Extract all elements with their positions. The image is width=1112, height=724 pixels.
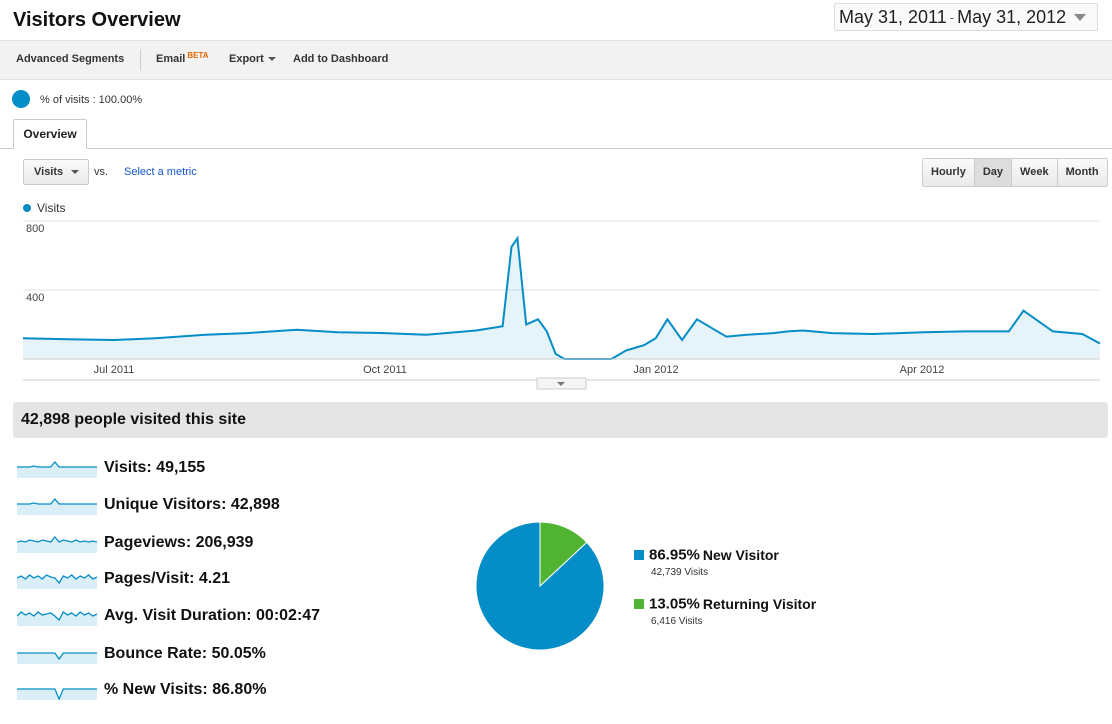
advanced-segments-button[interactable]: Advanced Segments [16, 53, 125, 65]
series-dot-icon [23, 204, 31, 212]
chart-legend: Visits [23, 201, 65, 215]
summary-bar: 42,898 people visited this site [13, 402, 1108, 438]
sparkline-icon [17, 611, 97, 626]
select-metric-link[interactable]: Select a metric [124, 166, 197, 178]
page-title: Visitors Overview [13, 9, 181, 31]
metric-label: Visits: 49,155 [104, 459, 206, 476]
sparkline-icon [17, 460, 97, 478]
metric-label: Bounce Rate: 50.05% [104, 645, 266, 662]
chevron-down-icon [557, 382, 565, 386]
sparkline-icon [17, 535, 97, 553]
y-tick-label: 400 [26, 292, 44, 304]
returning-visitor-pct: 13.05% [649, 595, 700, 613]
day-button[interactable]: Day [974, 159, 1013, 186]
vs-label: vs. [94, 166, 109, 178]
pie-legend-returning-visitor: 13.05% Returning Visitor 6,416 Visits [634, 595, 816, 627]
metric-label: Unique Visitors: 42,898 [104, 496, 280, 513]
sparkline-icon [17, 574, 97, 589]
toolbar-divider [140, 49, 141, 71]
metric-row[interactable]: Unique Visitors: 42,898 [17, 493, 280, 517]
returning-visitor-label: Returning Visitor [702, 595, 817, 612]
new-visitor-visits: 42,739 Visits [651, 567, 709, 578]
hourly-button[interactable]: Hourly [923, 159, 975, 186]
summary-title: 42,898 people visited this site [21, 411, 246, 428]
y-tick-label: 800 [26, 223, 44, 235]
export-label: Export [229, 53, 264, 65]
metric-row[interactable]: Bounce Rate: 50.05% [17, 642, 266, 666]
metric-row[interactable]: % New Visits: 86.80% [17, 678, 266, 702]
x-tick-label: Jan 2012 [633, 364, 678, 376]
x-tick-label: Apr 2012 [900, 364, 945, 376]
chevron-down-icon [267, 57, 276, 62]
segment-pie-icon [12, 90, 30, 108]
metric-label: % New Visits: 86.80% [104, 681, 267, 698]
visits-chart: 800 400 Jul 2011 Oct 2011 Jan 2012 Apr 2… [22, 220, 1101, 390]
returning-visitor-visits: 6,416 Visits [651, 616, 703, 627]
week-button[interactable]: Week [1012, 159, 1058, 186]
date-separator: - [949, 9, 955, 25]
legend-label: Visits [37, 201, 66, 215]
metric-dropdown[interactable]: Visits [23, 159, 89, 185]
metric-dropdown-value: Visits [34, 166, 64, 178]
beta-badge: BETA [187, 51, 209, 60]
date-range-picker[interactable]: May 31, 2011 - May 31, 2012 [834, 3, 1098, 31]
add-to-dashboard-button[interactable]: Add to Dashboard [293, 53, 389, 65]
metric-row[interactable]: Pageviews: 206,939 [17, 531, 253, 555]
report-toolbar: Advanced Segments Email BETA Export Add t… [0, 40, 1112, 80]
returning-visitor-swatch [634, 598, 644, 609]
chart-collapse-handle[interactable] [536, 377, 587, 390]
date-end: May 31, 2012 [957, 6, 1067, 27]
chevron-down-icon [1074, 13, 1087, 21]
visitor-type-pie-chart [475, 521, 605, 651]
pie-slice-new-visitor[interactable] [475, 521, 605, 651]
export-button[interactable]: Export [229, 53, 276, 65]
metric-row[interactable]: Avg. Visit Duration: 00:02:47 [17, 604, 320, 628]
tab-overview[interactable]: Overview [13, 119, 87, 149]
x-tick-label: Oct 2011 [363, 364, 407, 376]
chevron-down-icon [71, 170, 80, 175]
tab-divider [0, 148, 1112, 149]
metric-label: Pageviews: 206,939 [104, 534, 254, 551]
metric-row[interactable]: Visits: 49,155 [17, 456, 205, 480]
date-start: May 31, 2011 [839, 6, 947, 27]
month-button[interactable]: Month [1057, 159, 1107, 186]
sparkline-icon [17, 688, 97, 700]
segment-label: % of visits : 100.00% [40, 94, 143, 106]
visits-area [23, 238, 1100, 359]
email-label: Email [156, 53, 186, 65]
pie-legend-new-visitor: 86.95% New Visitor 42,739 Visits [634, 546, 779, 578]
metric-label: Avg. Visit Duration: 00:02:47 [104, 607, 321, 624]
new-visitor-pct: 86.95% [649, 546, 700, 564]
granularity-toggle: Hourly Day Week Month [922, 158, 1108, 187]
email-button[interactable]: Email BETA [156, 51, 209, 65]
new-visitor-label: New Visitor [702, 546, 779, 563]
new-visitor-swatch [634, 549, 644, 560]
sparkline-icon [17, 497, 97, 515]
sparkline-icon [17, 652, 97, 664]
metric-label: Pages/Visit: 4.21 [104, 570, 230, 587]
metric-row[interactable]: Pages/Visit: 4.21 [17, 567, 230, 591]
x-tick-label: Jul 2011 [94, 364, 135, 376]
